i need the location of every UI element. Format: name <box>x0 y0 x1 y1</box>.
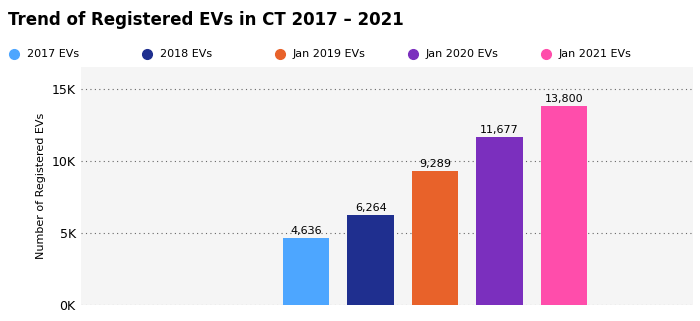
Text: Jan 2020 EVs: Jan 2020 EVs <box>426 49 498 59</box>
Bar <box>541 106 587 305</box>
Text: 4,636: 4,636 <box>290 226 322 236</box>
Text: Jan 2021 EVs: Jan 2021 EVs <box>559 49 631 59</box>
Text: 2017 EVs: 2017 EVs <box>27 49 78 59</box>
Text: 6,264: 6,264 <box>355 203 386 213</box>
Text: 11,677: 11,677 <box>480 125 519 135</box>
Bar <box>283 238 330 305</box>
Bar <box>477 137 523 305</box>
Text: Trend of Registered EVs in CT 2017 – 2021: Trend of Registered EVs in CT 2017 – 202… <box>8 11 404 29</box>
Y-axis label: Number of Registered EVs: Number of Registered EVs <box>36 113 46 259</box>
Bar <box>412 171 458 305</box>
Text: 13,800: 13,800 <box>545 94 583 104</box>
Text: 2018 EVs: 2018 EVs <box>160 49 211 59</box>
Bar <box>347 215 394 305</box>
Text: 9,289: 9,289 <box>419 159 451 169</box>
Text: Jan 2019 EVs: Jan 2019 EVs <box>293 49 365 59</box>
